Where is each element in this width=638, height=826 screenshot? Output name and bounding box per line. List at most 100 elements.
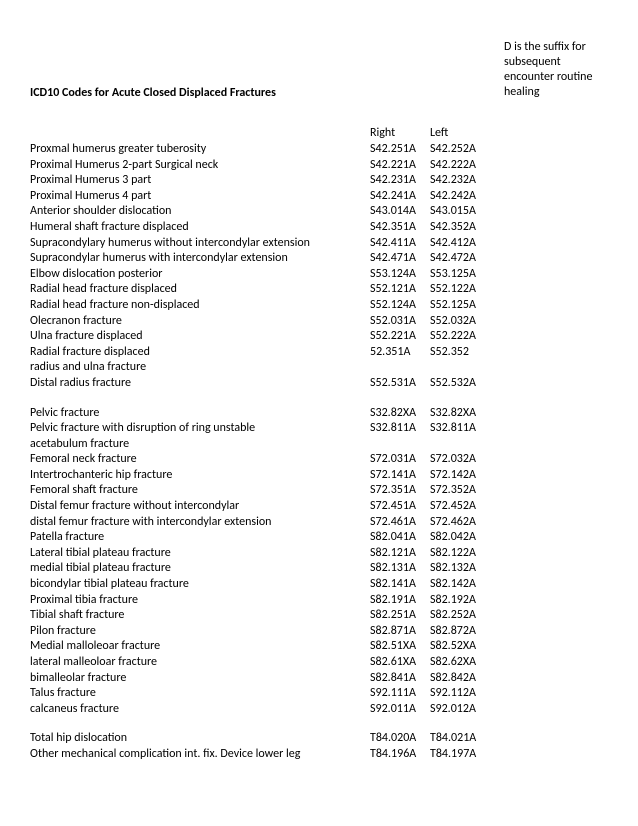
cell-right-code: 52.351A xyxy=(370,345,426,361)
cell-right-code: S82.041A xyxy=(370,530,426,546)
cell-description: Lateral tibial plateau fracture xyxy=(30,546,370,562)
code-table: Proxmal humerus greater tuberosityS42.25… xyxy=(30,142,608,763)
cell-left-code: S42.412A xyxy=(426,236,490,252)
table-row: Lateral tibial plateau fractureS82.121AS… xyxy=(30,546,608,562)
table-row: calcaneus fractureS92.011AS92.012A xyxy=(30,702,608,718)
cell-left-code: S82.252A xyxy=(426,608,490,624)
cell-description: Proximal Humerus 3 part xyxy=(30,173,370,189)
table-row: lateral malleoloar fractureS82.61XAS82.6… xyxy=(30,655,608,671)
cell-right-code: S82.251A xyxy=(370,608,426,624)
cell-description: Proximal Humerus 4 part xyxy=(30,189,370,205)
table-row: Patella fractureS82.041A S82.042A xyxy=(30,530,608,546)
cell-right-code: S82.51XA xyxy=(370,639,426,655)
cell-right-code: S42.411A xyxy=(370,236,426,252)
cell-right-code: S52.124A xyxy=(370,298,426,314)
section-spacer xyxy=(30,717,608,731)
cell-left-code: S42.232A xyxy=(426,173,490,189)
cell-right-code: S52.121A xyxy=(370,282,426,298)
cell-left-code: S42.222A xyxy=(426,158,490,174)
cell-left-code: S82.842A xyxy=(426,671,490,687)
cell-left-code: S82.192A xyxy=(426,593,490,609)
column-header-right: Right xyxy=(370,126,426,140)
cell-right-code: S72.031A xyxy=(370,452,426,468)
cell-description: lateral malleoloar fracture xyxy=(30,655,370,671)
cell-right-code: S72.141A xyxy=(370,468,426,484)
table-row: Distal femur fracture without intercondy… xyxy=(30,499,608,515)
cell-description: Distal radius fracture xyxy=(30,376,370,392)
cell-description: Distal femur fracture without intercondy… xyxy=(30,499,370,515)
cell-description: calcaneus fracture xyxy=(30,702,370,718)
cell-right-code: S92.011A xyxy=(370,702,426,718)
column-headers: Right Left xyxy=(30,126,608,140)
cell-description: Total hip dislocation xyxy=(30,731,370,747)
cell-left-code: S43.015A xyxy=(426,204,490,220)
cell-right-code xyxy=(370,437,426,453)
cell-left-code: S72.462A xyxy=(426,515,490,531)
table-row: Talus fractureS92.111AS92.112A xyxy=(30,686,608,702)
cell-description: Anterior shoulder dislocation xyxy=(30,204,370,220)
cell-description: Pilon fracture xyxy=(30,624,370,640)
column-header-desc xyxy=(30,126,370,140)
cell-right-code: S82.61XA xyxy=(370,655,426,671)
table-row: Pilon fractureS82.871AS82.872A xyxy=(30,624,608,640)
table-row: Anterior shoulder dislocationS43.014AS43… xyxy=(30,204,608,220)
cell-description: bimalleolar fracture xyxy=(30,671,370,687)
cell-description: Proximal tibia fracture xyxy=(30,593,370,609)
cell-left-code: S92.112A xyxy=(426,686,490,702)
cell-left-code: S32.811A xyxy=(426,421,490,437)
table-row: medial tibial plateau fractureS82.131AS8… xyxy=(30,561,608,577)
table-row: Proximal tibia fractureS82.191AS82.192A xyxy=(30,593,608,609)
cell-description: Patella fracture xyxy=(30,530,370,546)
cell-left-code: S72.142A xyxy=(426,468,490,484)
cell-right-code: S82.121A xyxy=(370,546,426,562)
cell-left-code: S42.252A xyxy=(426,142,490,158)
cell-description: bicondylar tibial plateau fracture xyxy=(30,577,370,593)
cell-left-code: S42.352A xyxy=(426,220,490,236)
table-row: bimalleolar fractureS82.841AS82.842A xyxy=(30,671,608,687)
table-row: Supracondylar humerus with intercondylar… xyxy=(30,251,608,267)
cell-description: Proximal Humerus 2-part Surgical neck xyxy=(30,158,370,174)
cell-description: Supracondylar humerus with intercondylar… xyxy=(30,251,370,267)
table-row: Radial head fracture displacedS52.121AS5… xyxy=(30,282,608,298)
table-row: bicondylar tibial plateau fractureS82.14… xyxy=(30,577,608,593)
cell-left-code: S92.012A xyxy=(426,702,490,718)
cell-right-code: S82.141A xyxy=(370,577,426,593)
cell-left-code: S52.532A xyxy=(426,376,490,392)
cell-right-code: S42.221A xyxy=(370,158,426,174)
cell-right-code: S42.251A xyxy=(370,142,426,158)
cell-description: Radial fracture displaced xyxy=(30,345,370,361)
cell-left-code: S82.142A xyxy=(426,577,490,593)
cell-right-code: S32.811A xyxy=(370,421,426,437)
cell-description: Femoral neck fracture xyxy=(30,452,370,468)
table-row: Proximal Humerus 2-part Surgical neckS42… xyxy=(30,158,608,174)
cell-left-code: S42.472A xyxy=(426,251,490,267)
table-row: Proxmal humerus greater tuberosityS42.25… xyxy=(30,142,608,158)
table-row: Proximal Humerus 3 partS42.231AS42.232A xyxy=(30,173,608,189)
cell-left-code: T84.197A xyxy=(426,747,490,763)
cell-left-code: S82.872A xyxy=(426,624,490,640)
cell-description: Proxmal humerus greater tuberosity xyxy=(30,142,370,158)
cell-right-code: S72.351A xyxy=(370,483,426,499)
section-spacer xyxy=(30,392,608,406)
cell-left-code: S52.222A xyxy=(426,329,490,345)
cell-left-code xyxy=(426,437,490,453)
cell-right-code: S82.871A xyxy=(370,624,426,640)
cell-right-code: S32.82XA xyxy=(370,406,426,422)
table-row: radius and ulna fracture xyxy=(30,360,608,376)
column-header-left: Left xyxy=(426,126,486,140)
table-row: Radial fracture displaced52.351AS52.352 xyxy=(30,345,608,361)
cell-left-code: S82.52XA xyxy=(426,639,490,655)
cell-left-code: S52.032A xyxy=(426,314,490,330)
cell-left-code: S72.032A xyxy=(426,452,490,468)
cell-description: Pelvic fracture with disruption of ring … xyxy=(30,421,370,437)
table-row: Pelvic fracture with disruption of ring … xyxy=(30,421,608,437)
cell-right-code: S42.351A xyxy=(370,220,426,236)
table-row: Pelvic fractureS32.82XAS32.82XA xyxy=(30,406,608,422)
cell-right-code: S43.014A xyxy=(370,204,426,220)
cell-left-code: S52.352 xyxy=(426,345,490,361)
cell-left-code: S82.132A xyxy=(426,561,490,577)
cell-left-code: S72.452A xyxy=(426,499,490,515)
table-row: Elbow dislocation posteriorS53.124AS53.1… xyxy=(30,267,608,283)
cell-right-code: S52.531A xyxy=(370,376,426,392)
cell-description: Radial head fracture non-displaced xyxy=(30,298,370,314)
